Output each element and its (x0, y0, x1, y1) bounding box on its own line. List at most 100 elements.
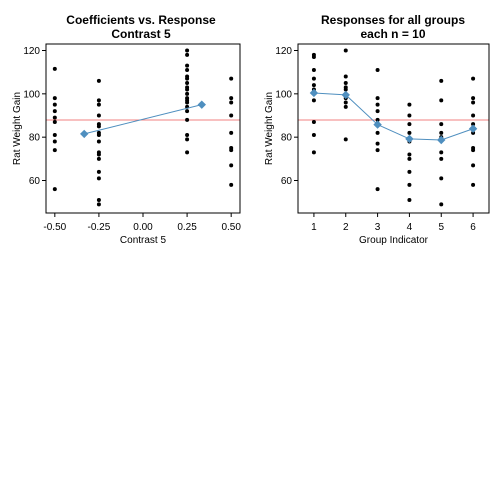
x-tick-label: 2 (343, 222, 349, 233)
x-tick-label: 0.50 (221, 222, 241, 233)
data-point (471, 182, 476, 187)
x-tick-label: 3 (375, 222, 381, 233)
mean-marker (309, 88, 319, 98)
data-point (471, 76, 476, 81)
data-point (439, 122, 444, 127)
chart-title: Coefficients vs. Response (66, 13, 216, 27)
data-point (471, 122, 476, 127)
data-point (52, 96, 57, 101)
x-tick-label: 6 (470, 222, 476, 233)
y-tick-label: 100 (275, 89, 292, 100)
x-tick-label: 1 (311, 222, 317, 233)
data-point (96, 133, 101, 137)
data-point (343, 104, 348, 109)
x-axis-label: Group Indicator (359, 235, 429, 246)
x-tick-label: 4 (407, 222, 413, 233)
data-point (439, 98, 444, 103)
data-point (96, 198, 101, 202)
data-point (96, 102, 101, 107)
mean-line (84, 104, 202, 135)
data-point (185, 109, 190, 114)
data-point (185, 76, 190, 81)
data-point (407, 122, 412, 127)
mean-marker (437, 135, 446, 145)
data-point (343, 48, 348, 53)
mean-marker (468, 124, 478, 133)
mean-marker (80, 129, 89, 139)
data-point (407, 113, 412, 118)
data-point (229, 76, 234, 81)
x-tick-label: 0.00 (133, 222, 153, 233)
y-tick-label: 60 (281, 176, 293, 187)
data-point (52, 102, 57, 107)
mean-marker (373, 120, 382, 129)
data-point (229, 96, 234, 101)
data-point (185, 63, 190, 68)
data-point (311, 120, 316, 124)
data-point (229, 182, 234, 187)
data-point (52, 120, 57, 124)
data-point (52, 139, 57, 144)
chart-title: Responses for all groups (321, 13, 465, 27)
data-point (229, 113, 234, 118)
chart-subtitle: each n = 10 (360, 27, 425, 41)
data-point (439, 156, 444, 161)
data-point (52, 109, 57, 114)
data-point (311, 98, 316, 103)
data-point (185, 100, 190, 105)
mean-marker (341, 90, 350, 100)
data-point (96, 202, 101, 207)
x-tick-label: -0.25 (88, 222, 111, 233)
data-point (375, 102, 380, 107)
plot-frame (45, 43, 241, 214)
data-point (185, 81, 190, 85)
data-point (229, 163, 234, 168)
data-point (185, 117, 190, 122)
data-point (96, 139, 101, 144)
data-point (185, 52, 190, 57)
data-point (96, 98, 101, 103)
mean-marker (405, 134, 414, 144)
data-point (52, 66, 57, 71)
mean-marker (197, 100, 206, 109)
data-point (407, 102, 412, 107)
data-point (185, 48, 190, 53)
data-point (407, 169, 412, 174)
data-point (185, 91, 190, 96)
data-point (185, 137, 190, 142)
data-point (375, 109, 380, 114)
data-point (375, 117, 380, 122)
x-tick-label: -0.50 (43, 222, 66, 233)
data-point (311, 83, 316, 88)
data-point (343, 100, 348, 105)
data-point (52, 187, 57, 192)
data-point (96, 176, 101, 181)
data-point (471, 163, 476, 168)
data-point (229, 130, 234, 135)
data-point (229, 148, 234, 153)
data-point (311, 76, 316, 81)
y-tick-label: 120 (23, 46, 40, 57)
x-tick-label: 0.25 (177, 222, 197, 233)
data-point (185, 133, 190, 137)
y-tick-label: 80 (29, 133, 41, 144)
chart-subtitle: Contrast 5 (111, 27, 171, 41)
data-point (311, 150, 316, 155)
data-point (343, 81, 348, 85)
data-point (407, 198, 412, 202)
y-tick-label: 100 (23, 89, 40, 100)
y-axis-label: Rat Weight Gain (264, 92, 275, 165)
data-point (375, 96, 380, 101)
data-point (343, 74, 348, 79)
data-point (439, 130, 444, 135)
data-point (471, 100, 476, 105)
data-point (185, 68, 190, 72)
data-point (375, 187, 380, 192)
data-point (471, 96, 476, 101)
data-point (96, 152, 101, 157)
data-point (471, 113, 476, 118)
data-point (375, 68, 380, 72)
data-point (185, 150, 190, 155)
data-point (185, 87, 190, 92)
